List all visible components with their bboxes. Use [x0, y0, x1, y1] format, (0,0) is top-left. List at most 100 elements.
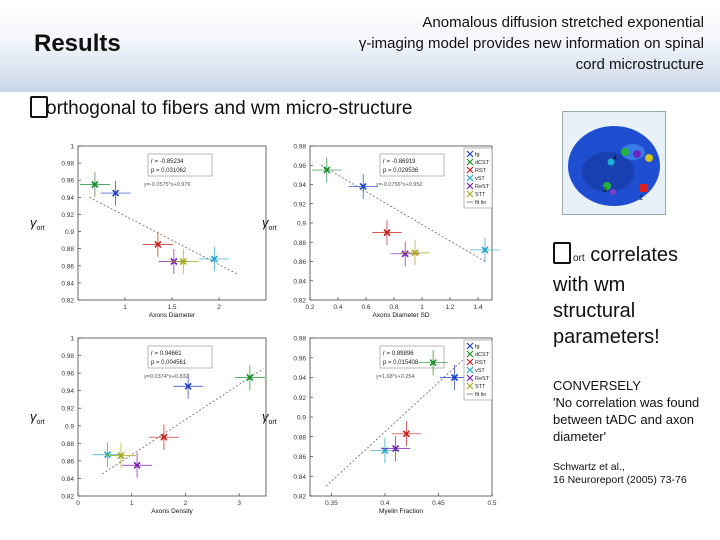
legend-swatch: [466, 366, 474, 374]
scatter-panel-3: 0.82 0.84 0.86 0.88 0.9 0.92 0.94 0.96 0.98 1 0 1 2 3…: [30, 336, 267, 515]
correlation-statement: ort correlates with wm structural parame…: [553, 242, 713, 350]
legend-swatch: [466, 150, 474, 158]
fit-equation: y=0.0374*x+0.832: [144, 374, 189, 380]
x-tick-label: 2: [217, 304, 221, 311]
point-STT: [117, 452, 125, 460]
point-RST: [402, 430, 410, 438]
fit-line: [101, 368, 264, 475]
x-axis-label: Axons Diameter: [149, 312, 196, 319]
y-tick-label: 0.88: [61, 441, 74, 448]
legend-label: STT: [475, 192, 486, 198]
fit-equation: y=-0.0756*x+0.952: [376, 182, 422, 188]
title-line-1: Anomalous diffusion stretched exponentia…: [422, 14, 704, 31]
y-tick-label: 0.82: [293, 298, 306, 305]
point-STT: [179, 257, 187, 266]
y-axis-label-sub: ort: [269, 419, 277, 426]
x-tick-label: 0.35: [325, 500, 338, 507]
stats-p: p = 0.004561: [151, 360, 187, 366]
x-tick-label: 0: [76, 500, 80, 507]
fit-equation: y=-0.0575*x+0.976: [144, 182, 190, 188]
y-tick-label: 0.98: [61, 161, 74, 168]
spinal-cord-image: 4 2 1: [562, 111, 666, 215]
y-tick-label: 0.88: [293, 240, 306, 247]
statement-line-1: ort correlates: [553, 242, 713, 272]
scatter-panel-2: 0.82 0.84 0.86 0.88 0.9 0.92 0.94 0.96 0.98 0.2 0.…: [262, 144, 500, 319]
stats-p: p = 0.031062: [151, 168, 187, 174]
point-dCST: [91, 180, 99, 189]
x-tick-label: 1.2: [445, 304, 454, 311]
x-tick-label: 0.4: [380, 500, 389, 507]
title-line-2: γ-imaging model provides new information…: [358, 35, 704, 52]
gamma-symbol-icon: [553, 242, 571, 264]
y-tick-label: 0.86: [61, 458, 74, 465]
y-tick-label: 0.86: [61, 263, 74, 270]
y-axis-label: γort: [262, 215, 277, 232]
legend-label: fg: [475, 344, 480, 350]
y-tick-label: 0.96: [293, 355, 306, 362]
y-tick-label: 0.84: [61, 476, 74, 483]
slide-title: Anomalous diffusion stretched exponentia…: [284, 12, 704, 75]
legend-swatch: [466, 158, 474, 166]
citation-line-1: Schwartz et al.,: [553, 461, 625, 473]
legend-label: dCST: [475, 352, 490, 358]
legend-swatch: [466, 174, 474, 182]
legend-label: dCST: [475, 160, 490, 166]
scatter-panel-1: 0.82 0.84 0.86 0.88 0.9 0.92 0.94 0.96 0.98 1 1 1.5…: [30, 144, 267, 319]
stats-box: [379, 153, 445, 177]
conversely-heading: CONVERSELY: [553, 378, 641, 393]
fit-line: [325, 352, 471, 487]
legend-label: RST: [475, 168, 487, 174]
subtitle: orthogonal to fibers and wm micro-struct…: [46, 98, 413, 119]
y-tick-label: 0.92: [61, 406, 74, 413]
y-axis-label-sub: ort: [37, 419, 45, 426]
stats-r: r = 0.94661: [151, 351, 182, 357]
legend-label: ReST: [475, 376, 490, 382]
stats-r: r = -0.86919: [383, 159, 416, 165]
legend-label: RST: [475, 360, 487, 366]
point-ReST: [392, 445, 400, 453]
stats-box: [147, 153, 213, 177]
y-tick-label: 0.82: [293, 494, 306, 501]
point-dCST: [323, 166, 331, 174]
statement-line-3: structural: [553, 300, 636, 322]
citation: Schwartz et al., 16 Neuroreport (2005) 7…: [553, 461, 718, 487]
point-ReST: [401, 250, 409, 258]
point-fg: [184, 382, 192, 390]
y-tick-label: 0.9: [65, 423, 74, 430]
conversely-quote: 'No correlation was found between tADC a…: [553, 395, 700, 444]
y-tick-label: 0.9: [297, 221, 306, 228]
y-tick-label: 1: [70, 336, 74, 343]
x-axis-label: Myelin Fraction: [379, 508, 423, 515]
y-tick-label: 0.96: [61, 178, 74, 185]
y-tick-label: 0.94: [293, 182, 306, 189]
point-VST: [481, 246, 489, 254]
x-tick-label: 2: [184, 500, 188, 507]
point-fg: [359, 182, 367, 190]
x-tick-label: 1: [420, 304, 424, 311]
y-tick-label: 0.96: [293, 163, 306, 170]
svg-text:2: 2: [603, 187, 607, 194]
stats-p: p = 0.015408: [383, 360, 419, 366]
point-ReST: [133, 461, 141, 469]
y-tick-label: 0.86: [293, 454, 306, 461]
citation-line-2: 16 Neuroreport (2005) 73-76: [553, 474, 687, 486]
y-tick-label: 0.88: [61, 246, 74, 253]
legend-label: fit lin: [475, 200, 486, 206]
stats-r: r = -0.85234: [151, 159, 184, 165]
conversely-block: CONVERSELY 'No correlation was found bet…: [553, 377, 713, 445]
legend-swatch: [466, 382, 474, 390]
y-axis-label: γort: [30, 215, 45, 232]
x-tick-label: 0.45: [432, 500, 445, 507]
section-title: Results: [34, 30, 121, 57]
y-tick-label: 0.82: [61, 494, 74, 501]
y-tick-label: 0.92: [293, 395, 306, 402]
y-tick-label: 0.84: [61, 280, 74, 287]
x-tick-label: 3: [237, 500, 241, 507]
title-line-3: cord microstructure: [575, 56, 704, 73]
x-tick-label: 1.5: [167, 304, 176, 311]
point-VST: [103, 451, 112, 459]
x-tick-label: 0.8: [389, 304, 398, 311]
stats-r: r = 0.89896: [383, 351, 414, 357]
legend-label: fit lin: [475, 392, 486, 398]
